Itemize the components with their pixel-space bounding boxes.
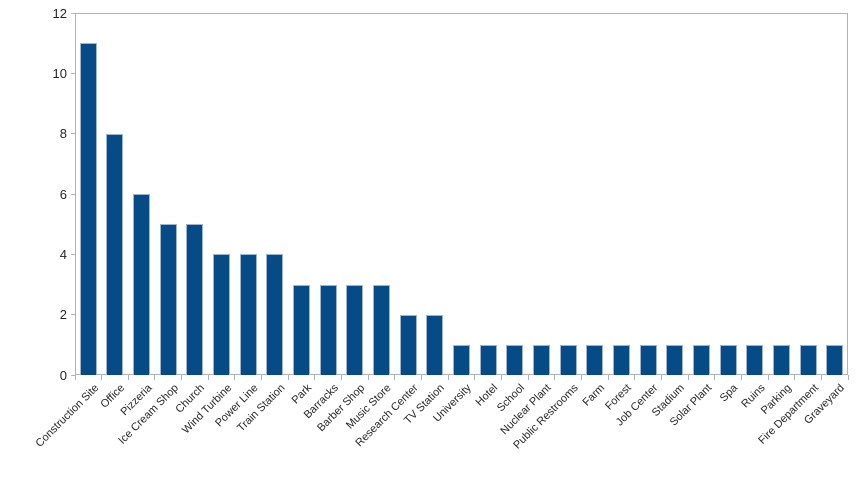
y-axis-tick-label: 4	[59, 246, 67, 262]
x-axis-tick-mark	[287, 375, 289, 380]
y-axis-tick-mark	[71, 253, 75, 255]
x-axis-tick-mark	[660, 375, 662, 380]
bar-farm	[586, 344, 604, 375]
x-axis-label: Spa	[718, 382, 741, 405]
bar-solar-plant	[692, 344, 710, 375]
bar-spa	[719, 344, 737, 375]
y-axis-tick-mark	[71, 314, 75, 316]
x-axis-tick-mark	[580, 375, 582, 380]
bar-barracks	[319, 284, 337, 375]
x-axis-tick-mark	[341, 375, 343, 380]
x-axis-tick-mark	[367, 375, 369, 380]
x-axis-tick-mark	[474, 375, 476, 380]
y-axis-tick-label: 2	[59, 307, 67, 323]
bar-ruins	[746, 344, 764, 375]
x-axis-tick-mark	[554, 375, 556, 380]
y-axis-tick-label: 10	[52, 65, 67, 81]
bar-fire-department	[799, 344, 817, 375]
y-axis-tick-mark	[71, 72, 75, 74]
bar-construction-site	[79, 43, 97, 375]
x-axis-tick-mark	[234, 375, 236, 380]
bar-pizzeria	[133, 194, 151, 375]
bar-tv-station	[426, 314, 444, 375]
x-axis-tick-mark	[794, 375, 796, 380]
bar-graveyard	[826, 344, 844, 375]
bar-hotel	[479, 344, 497, 375]
x-axis-tick-mark	[154, 375, 156, 380]
x-axis-tick-mark	[634, 375, 636, 380]
x-axis-tick-mark	[421, 375, 423, 380]
x-axis-tick-mark	[74, 375, 76, 380]
bar-stadium	[666, 344, 684, 375]
x-axis-tick-mark	[500, 375, 502, 380]
bar-forest	[612, 344, 630, 375]
y-axis-tick-label: 0	[59, 367, 67, 383]
bar-nuclear-plant	[532, 344, 550, 375]
bar-office	[106, 133, 124, 375]
bar-parking	[772, 344, 790, 375]
y-axis-tick-mark	[71, 133, 75, 135]
bar-research-center	[399, 314, 417, 375]
y-axis-tick-mark	[71, 12, 75, 14]
x-axis-tick-mark	[394, 375, 396, 380]
y-axis-tick-label: 6	[59, 186, 67, 202]
bar-university	[453, 344, 470, 375]
x-axis-tick-mark	[847, 375, 849, 380]
y-axis-tick-mark	[71, 193, 75, 195]
x-axis-tick-mark	[181, 375, 183, 380]
x-axis-tick-mark	[207, 375, 209, 380]
bar-church	[186, 224, 204, 375]
x-axis-tick-mark	[101, 375, 103, 380]
bar-school	[506, 344, 524, 375]
y-axis-tick-mark	[71, 374, 75, 376]
y-axis-tick-label: 8	[59, 126, 67, 142]
y-axis-tick-label: 12	[52, 5, 67, 21]
x-axis-tick-mark	[447, 375, 449, 380]
bar-train-station	[266, 254, 284, 375]
bar-power-line	[239, 254, 257, 375]
x-axis-tick-mark	[127, 375, 129, 380]
bar-wind-turbine	[213, 254, 231, 375]
plot-area	[75, 13, 848, 375]
x-axis-tick-mark	[714, 375, 716, 380]
x-axis-tick-mark	[314, 375, 316, 380]
x-axis-tick-mark	[607, 375, 609, 380]
bar-public-restrooms	[559, 344, 577, 375]
x-axis-tick-mark	[261, 375, 263, 380]
bar-barber-shop	[346, 284, 364, 375]
x-axis-tick-mark	[740, 375, 742, 380]
x-axis-tick-mark	[687, 375, 689, 380]
x-axis-label: Construction Site	[33, 382, 101, 450]
bar-music-store	[373, 284, 391, 375]
x-axis-tick-mark	[820, 375, 822, 380]
x-axis-tick-mark	[767, 375, 769, 380]
x-axis-tick-mark	[527, 375, 529, 380]
bar-job-center	[639, 344, 657, 375]
bar-park	[293, 284, 311, 375]
bar-ice-cream-shop	[159, 224, 177, 375]
